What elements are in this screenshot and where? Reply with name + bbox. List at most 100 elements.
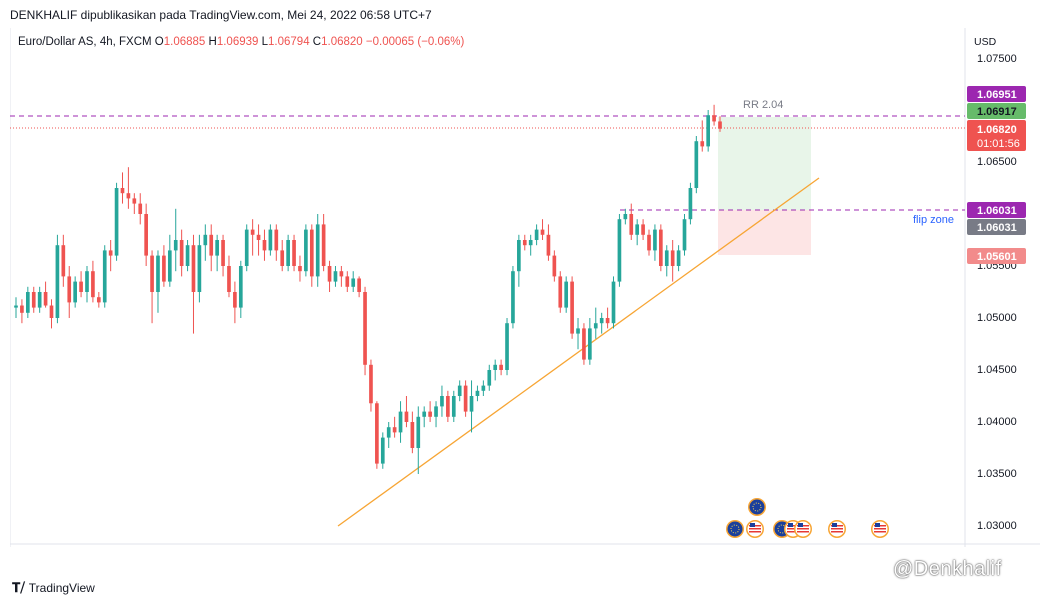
candle-up	[481, 385, 486, 391]
candle-up	[676, 250, 681, 266]
candle-down	[558, 276, 563, 308]
candle-up	[197, 245, 202, 292]
candle-up	[451, 396, 456, 417]
take-profit-label-bg	[967, 103, 1026, 119]
candle-up	[517, 240, 521, 272]
symbol-name[interactable]: Euro/Dollar AS, 4h, FXCM	[18, 36, 152, 48]
candle-up	[593, 323, 598, 329]
candle-up	[706, 115, 711, 147]
us-event-icon	[871, 520, 889, 538]
change-value: −0.00065 (−0.06%)	[365, 36, 465, 48]
candle-up	[664, 250, 669, 266]
bar-countdown-label: 01:01:56	[977, 138, 1020, 150]
low-label: L	[261, 36, 269, 48]
candle-up	[487, 370, 492, 386]
candle-up	[238, 266, 243, 308]
candle-down	[179, 240, 184, 266]
candle-down	[274, 229, 279, 251]
candle-down	[209, 234, 214, 256]
author-watermark: @Denkhalif	[893, 558, 1002, 580]
price-chart[interactable]: RR 2.04 flip zone USD 1.07500 1.06500 1.…	[10, 28, 1040, 547]
candle-up	[333, 271, 338, 282]
candle-down	[570, 281, 574, 334]
candle-down	[499, 364, 503, 370]
candle-up	[588, 328, 592, 360]
candle-down	[67, 276, 72, 303]
candle-down	[233, 292, 237, 308]
candle-up	[534, 229, 539, 240]
low-value: 1.06794	[268, 36, 310, 48]
candle-up	[215, 240, 219, 256]
candle-up	[528, 240, 533, 246]
candle-down	[49, 305, 54, 318]
price-tick: 1.07500	[977, 53, 1017, 65]
brand-name: TradingView	[28, 581, 95, 595]
tradingview-mark-icon: 𝐓⧸	[12, 580, 25, 595]
candle-up	[653, 229, 657, 251]
mid-line-price-label: 1.06031	[977, 205, 1017, 217]
candle-up	[564, 281, 569, 308]
candle-up	[73, 281, 77, 303]
candle-down	[120, 188, 125, 194]
candle-up	[617, 219, 622, 282]
price-tick: 1.06500	[977, 156, 1017, 168]
candle-up	[475, 390, 480, 396]
candle-up	[85, 271, 89, 292]
economic-events[interactable]	[726, 498, 889, 538]
candle-down	[339, 271, 344, 277]
candle-up	[173, 240, 178, 251]
candle-down	[718, 121, 722, 129]
candle-up	[422, 411, 427, 417]
us-event-icon	[746, 520, 764, 538]
candle-down	[404, 411, 409, 422]
candle-down	[144, 214, 148, 256]
entry-price-label-bg	[967, 219, 1026, 235]
candle-up	[185, 245, 190, 266]
tradingview-logo[interactable]: 𝐓⧸ TradingView	[12, 580, 95, 596]
candle-down	[659, 229, 663, 266]
candle-up	[167, 250, 172, 282]
candle-down	[463, 385, 468, 412]
candle-up	[599, 318, 604, 324]
candle-down	[61, 245, 66, 277]
candle-up	[682, 219, 687, 251]
candle-up	[688, 188, 693, 220]
candle-up	[398, 411, 403, 433]
candle-up	[380, 437, 385, 464]
candle-down	[327, 266, 332, 282]
candle-down	[582, 328, 586, 360]
candle-down	[262, 240, 267, 251]
symbol-ohlc-bar[interactable]: Euro/Dollar AS, 4h, FXCM O1.06885 H1.069…	[18, 36, 464, 48]
candle-down	[522, 240, 527, 246]
candle-up	[156, 255, 160, 292]
candle-down	[227, 266, 231, 292]
stop-loss-label: 1.05601	[977, 251, 1017, 263]
take-profit-label: 1.06917	[977, 106, 1017, 118]
flip-zone-label: flip zone	[913, 214, 954, 226]
candle-up	[505, 323, 509, 370]
candle-up	[55, 245, 60, 318]
candle-up	[416, 416, 421, 448]
candle-up	[244, 229, 249, 266]
candle-down	[446, 396, 450, 417]
stop-loss-label-bg	[967, 248, 1026, 264]
candle-up	[315, 224, 320, 277]
candle-down	[191, 245, 196, 292]
candle-down	[96, 297, 101, 303]
price-tick: 1.03000	[977, 520, 1017, 532]
close-value: 1.06820	[321, 36, 363, 48]
candle-down	[605, 318, 610, 324]
candle-down	[108, 250, 113, 256]
candle-down	[647, 234, 651, 251]
candle-down	[540, 229, 545, 235]
candle-down	[250, 229, 255, 235]
candle-down	[309, 229, 314, 277]
candle-down	[31, 292, 36, 308]
candle-down	[150, 255, 154, 292]
mid-line-price-label-bg	[967, 202, 1026, 218]
candle-down	[132, 198, 137, 204]
candle-down	[629, 214, 634, 235]
close-label: C	[312, 36, 322, 48]
candle-down	[298, 266, 302, 272]
candle-down	[369, 364, 373, 404]
